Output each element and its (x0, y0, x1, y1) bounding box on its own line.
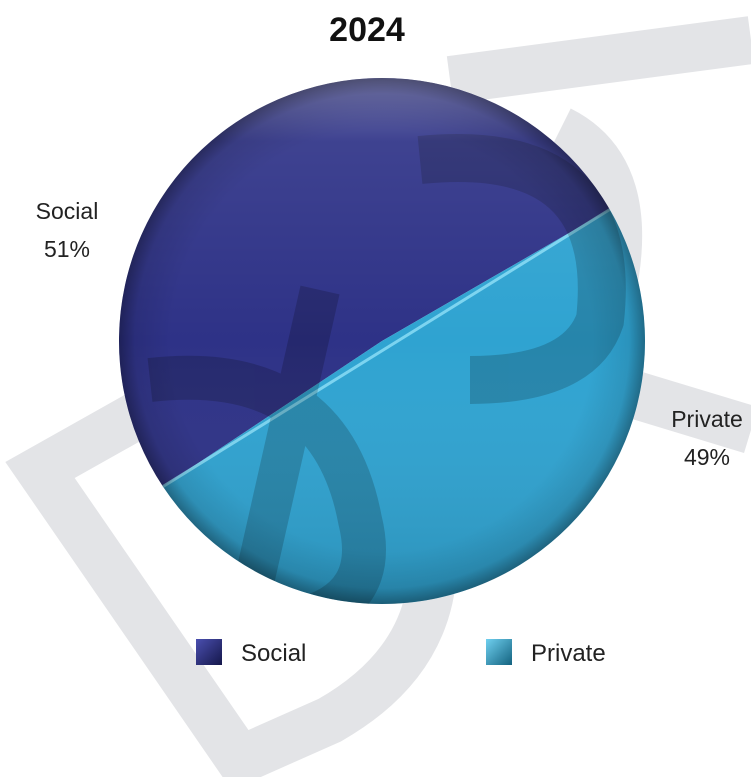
legend-label-social: Social (241, 640, 306, 667)
legend-swatch-social (196, 639, 222, 665)
chart-title: 2024 (329, 11, 405, 49)
legend: Social Private (196, 639, 606, 667)
slice-label-private-value: 49% (684, 444, 730, 470)
slice-label-social-name: Social (36, 198, 99, 224)
legend-label-private: Private (531, 640, 606, 667)
legend-swatch-private (486, 639, 512, 665)
slice-label-social-value: 51% (44, 236, 90, 262)
pie-rim-shade (119, 78, 645, 604)
slice-label-private-name: Private (671, 406, 743, 432)
